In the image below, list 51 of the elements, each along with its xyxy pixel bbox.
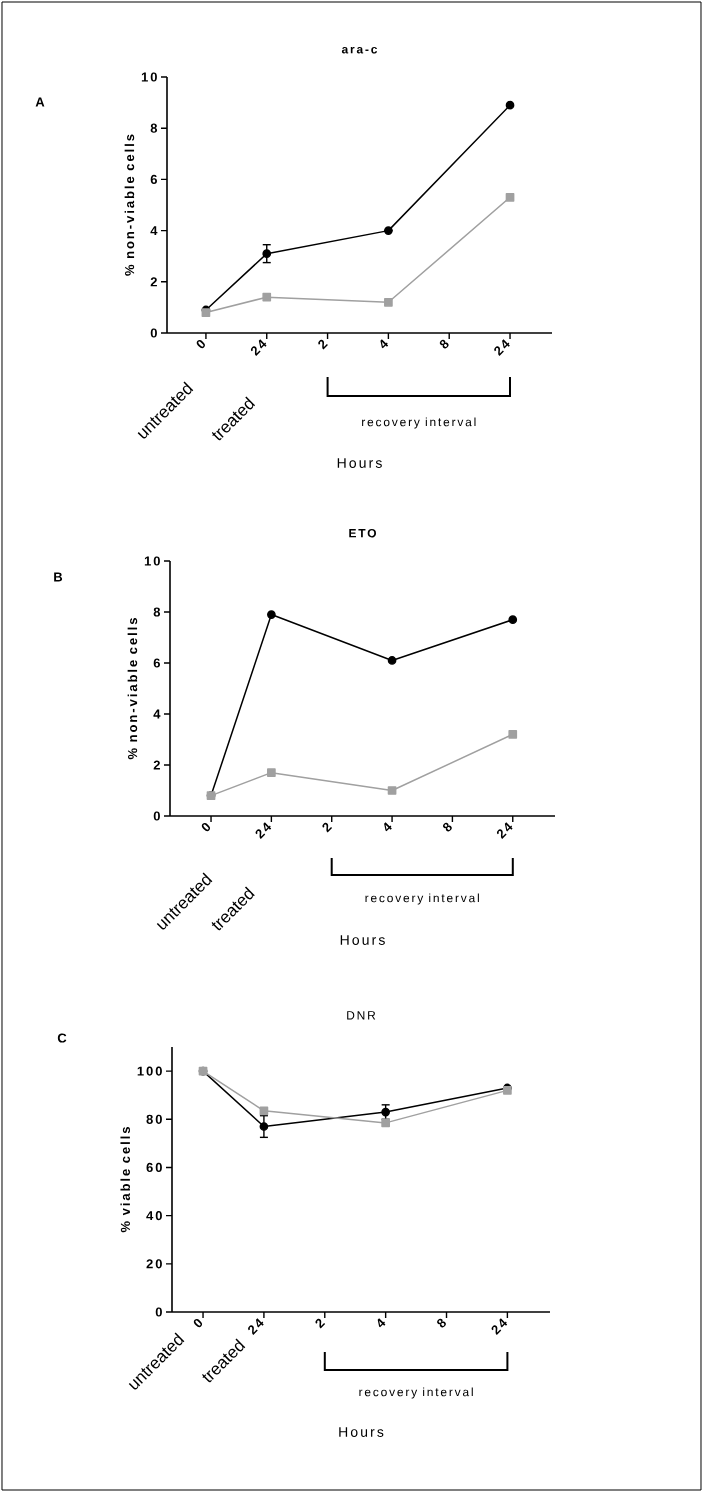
y-tick-label: 6 xyxy=(150,174,157,185)
text: A xyxy=(35,97,45,107)
x-tick-label: 8 xyxy=(439,339,449,349)
y-tick-label: 0 xyxy=(153,811,160,821)
text: C xyxy=(57,1033,67,1043)
x-tick-label: 2 xyxy=(318,339,328,350)
y-tick-label: 60 xyxy=(146,1162,162,1173)
y-axis-title: % viable cells xyxy=(120,1127,131,1233)
text: recovery interval xyxy=(362,417,476,429)
y-axis-title: % non-viable cells xyxy=(124,134,135,276)
x-tick-label: 4 xyxy=(377,1318,386,1328)
y-tick-label: 2 xyxy=(153,760,160,770)
y-tick-label: 6 xyxy=(153,658,160,668)
y-axis-title: % non-viable cells xyxy=(127,618,138,760)
x-axis-title: Hours xyxy=(340,935,385,945)
text: B xyxy=(54,572,63,582)
x-tick-label: 0 xyxy=(196,339,205,349)
x-tick-label: 2 xyxy=(322,822,333,833)
y-tick-label: 0 xyxy=(155,1307,162,1317)
chart-title: ara-c xyxy=(341,46,378,54)
x-axis-title: Hours xyxy=(339,1427,384,1437)
y-tick-label: 40 xyxy=(146,1211,162,1221)
y-tick-label: 20 xyxy=(146,1259,162,1269)
x-tick-label: 8 xyxy=(437,1318,446,1328)
y-tick-label: 10 xyxy=(144,556,160,566)
x-tick-label: 2 xyxy=(315,1318,326,1329)
y-tick-label: 100 xyxy=(137,1066,162,1076)
text: recovery interval xyxy=(365,893,479,905)
y-tick-label: 8 xyxy=(150,123,158,133)
y-tick-label: 80 xyxy=(146,1114,162,1124)
x-tick-label: 24 xyxy=(491,1318,508,1335)
x-tick-label: 24 xyxy=(494,339,510,356)
y-tick-label: 10 xyxy=(141,72,157,82)
chart-title: ETO xyxy=(349,528,377,538)
y-tick-label: 8 xyxy=(153,607,161,617)
x-tick-label: 4 xyxy=(380,339,389,349)
x-tick-label: 0 xyxy=(201,822,211,832)
text: recovery interval xyxy=(359,1387,473,1399)
x-tick-label: 0 xyxy=(193,1318,203,1328)
x-tick-label: 24 xyxy=(496,822,513,839)
y-tick-label: 4 xyxy=(153,709,161,719)
x-axis-title: Hours xyxy=(337,458,382,468)
y-tick-label: 4 xyxy=(150,226,158,236)
chart-title: DNR xyxy=(347,1011,376,1020)
y-tick-label: 0 xyxy=(150,328,157,338)
x-tick-label: 24 xyxy=(250,339,267,356)
y-tick-label: 2 xyxy=(150,277,157,287)
x-tick-label: 24 xyxy=(248,1318,264,1335)
x-tick-label: 24 xyxy=(255,822,272,839)
x-tick-label: 4 xyxy=(384,822,392,832)
x-tick-label: 8 xyxy=(442,822,452,832)
